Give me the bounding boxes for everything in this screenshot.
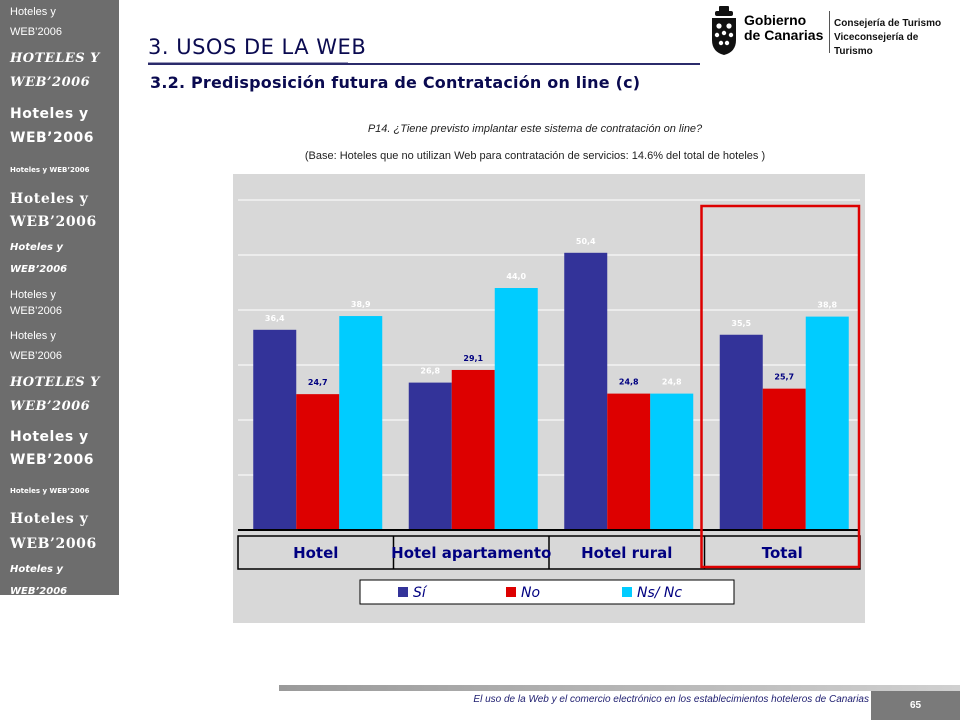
sidebar-text: HOTELES Y: [10, 51, 100, 66]
footer-text: El uso de la Web y el comercio electróni…: [473, 694, 869, 705]
data-label: 24,7: [308, 378, 328, 387]
data-label: 35,5: [731, 319, 751, 328]
category-label: Total: [762, 544, 803, 562]
logo-department-text: Consejería de Turismo Viceconsejería de …: [834, 17, 958, 59]
coat-of-arms-icon: [712, 6, 736, 55]
gobierno-canarias-logo: Gobierno de Canarias Consejería de Turis…: [710, 5, 958, 57]
page-number-box: 65: [871, 691, 960, 720]
page-number: 65: [909, 700, 922, 711]
legend-label: No: [521, 585, 540, 601]
sidebar-text: WEB’2006: [10, 26, 62, 38]
bar-no: [451, 369, 495, 530]
legend-swatch: [506, 587, 516, 597]
bar-no: [296, 394, 340, 530]
logo-dept-line1: Consejería de Turismo: [834, 18, 942, 29]
page-subtitle: 3.2. Predisposición futura de Contrataci…: [150, 73, 641, 92]
footer-bar: [279, 685, 960, 691]
bar-si: [719, 334, 763, 530]
legend-box: [359, 579, 735, 605]
data-label: 50,4: [576, 237, 596, 246]
sidebar-text: Hoteles y WEB’2006: [10, 487, 90, 495]
sidebar-text: WEB’2006: [10, 75, 91, 90]
sidebar-text: WEB’2006: [10, 586, 68, 595]
sidebar-text: WEB’2006: [10, 305, 62, 317]
legend-swatch: [622, 587, 632, 597]
bar-no: [762, 388, 806, 530]
sidebar-text: Hoteles y: [10, 289, 56, 301]
logo-dept-line2: Viceconsejería de Turismo: [834, 32, 919, 57]
data-label: 24,8: [662, 378, 682, 387]
data-label: 26,8: [420, 367, 440, 376]
data-label: 29,1: [463, 354, 483, 363]
chart-panel: 36,4 24,7 38,9 26,8 29,1 44,0 50,4 24,8 24,8 35,5…: [233, 174, 865, 623]
sidebar-text: WEB’2006: [10, 214, 97, 230]
bar-nsnc: [494, 288, 538, 530]
data-label: 36,4: [265, 314, 285, 323]
legend-label: Sí: [413, 585, 428, 601]
sidebar-text: WEB’2006: [10, 536, 97, 552]
highlight-box: [700, 204, 861, 569]
sidebar-text: WEB’2006: [10, 399, 91, 414]
bar-nsnc: [805, 316, 849, 530]
data-label: 25,7: [774, 373, 794, 382]
sidebar-text: WEB’2006: [10, 452, 94, 468]
sidebar-text: Hoteles y: [10, 242, 63, 253]
sidebar-text: Hoteles y WEB’2006: [10, 166, 90, 174]
sidebar-text: Hoteles y: [10, 330, 56, 342]
logo-gobierno-line1: Gobierno: [744, 12, 807, 28]
data-label: 38,9: [351, 300, 371, 309]
bar-si: [253, 329, 297, 530]
survey-question: P14. ¿Tiene previsto implantar este sist…: [367, 123, 703, 135]
bar-chart: 36,4 24,7 38,9 26,8 29,1 44,0 50,4 24,8 24,8 35,5…: [237, 199, 861, 605]
sidebar-text: Hoteles y: [10, 191, 89, 207]
sidebar-text: WEB’2006: [10, 264, 68, 275]
logo-gobierno-text: Gobierno de Canarias: [744, 13, 823, 43]
category-label: Hotel: [293, 544, 338, 562]
bar-nsnc: [339, 316, 383, 530]
page-title: 3. USOS DE LA WEB: [148, 35, 367, 59]
logo-gobierno-line2: de Canarias: [744, 27, 824, 43]
sidebar-text: Hoteles y: [10, 429, 89, 445]
sidebar: Hoteles y WEB’2006 HOTELES Y WEB’2006 Hotele…: [0, 0, 119, 595]
data-label: 24,8: [619, 378, 639, 387]
category-label: Hotel rural: [581, 544, 672, 562]
legend-label: Ns/ Nc: [637, 585, 682, 601]
data-label: 38,8: [817, 301, 837, 310]
bar-si: [564, 252, 608, 531]
base-note: (Base: Hoteles que no utilizan Web para …: [304, 150, 766, 162]
sidebar-text: Hoteles y: [10, 106, 89, 122]
sidebar-text: Hoteles y: [10, 564, 63, 575]
category-label: Hotel apartamento: [391, 544, 551, 562]
sidebar-text: WEB’2006: [10, 350, 62, 362]
bar-si: [408, 382, 452, 530]
legend-swatch: [398, 587, 408, 597]
bar-no: [607, 393, 651, 530]
sidebar-text: WEB’2006: [10, 130, 94, 146]
data-label: 44,0: [506, 272, 526, 281]
sidebar-text: HOTELES Y: [10, 375, 100, 390]
sidebar-text: Hoteles y: [10, 6, 56, 18]
logo-divider: [829, 11, 830, 53]
sidebar-text: Hoteles y: [10, 511, 89, 527]
bar-nsnc: [650, 393, 694, 530]
title-divider: [148, 62, 700, 65]
